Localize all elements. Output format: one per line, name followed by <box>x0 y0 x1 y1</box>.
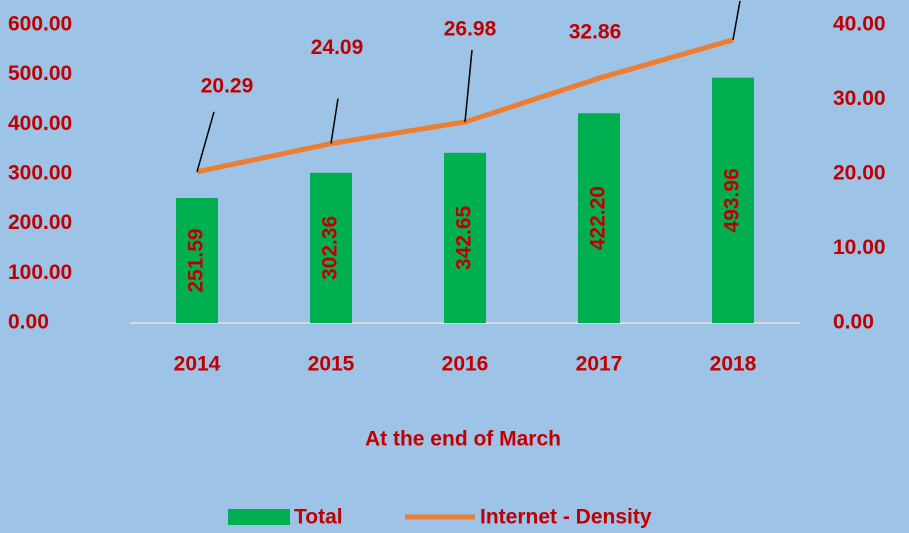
x-tick-label: 2018 <box>710 353 757 376</box>
x-tick-label: 2016 <box>442 353 489 376</box>
y2-tick-label: 30.00 <box>833 87 886 110</box>
leader-line <box>330 98 339 144</box>
y2-tick-label: 10.00 <box>833 236 886 259</box>
leader-line <box>464 49 473 123</box>
line <box>196 37 734 175</box>
bar-value-label: 302.36 <box>319 216 342 280</box>
x-axis-title: At the end of March <box>365 428 561 451</box>
leader-line <box>732 0 741 41</box>
legend-label: Total <box>294 506 343 529</box>
legend-swatch <box>228 509 290 525</box>
bar-value-label: 493.96 <box>721 168 744 232</box>
line-value-label: 32.86 <box>569 21 622 44</box>
y-tick-label: 400.00 <box>8 112 72 135</box>
bar <box>578 113 620 323</box>
bar-value-label: 342.65 <box>453 205 476 270</box>
bar-value-label: 251.59 <box>185 228 208 292</box>
y-tick-label: 300.00 <box>8 162 72 185</box>
bar <box>176 198 218 323</box>
x-tick-label: 2014 <box>174 353 221 376</box>
line-value-label: 26.98 <box>444 18 497 41</box>
y-tick-label: 0.00 <box>8 311 49 334</box>
y-tick-label: 500.00 <box>8 62 72 85</box>
y-tick-label: 200.00 <box>8 211 72 234</box>
y2-tick-label: 20.00 <box>833 162 886 185</box>
bar <box>712 77 754 323</box>
line-value-label: 20.29 <box>201 74 254 97</box>
bar-value-label: 422.20 <box>587 186 610 250</box>
y2-tick-label: 0.00 <box>833 311 874 334</box>
line-value-label: 24.09 <box>311 36 364 59</box>
leader-line <box>196 111 215 173</box>
y-tick-label: 100.00 <box>8 261 72 284</box>
legend-label: Internet - Density <box>480 506 652 529</box>
x-tick-label: 2015 <box>308 353 355 376</box>
y2-tick-label: 40.00 <box>833 13 886 36</box>
bar <box>444 152 486 323</box>
y-tick-label: 600.00 <box>8 13 72 36</box>
bar <box>310 172 352 323</box>
x-tick-label: 2017 <box>576 353 623 376</box>
